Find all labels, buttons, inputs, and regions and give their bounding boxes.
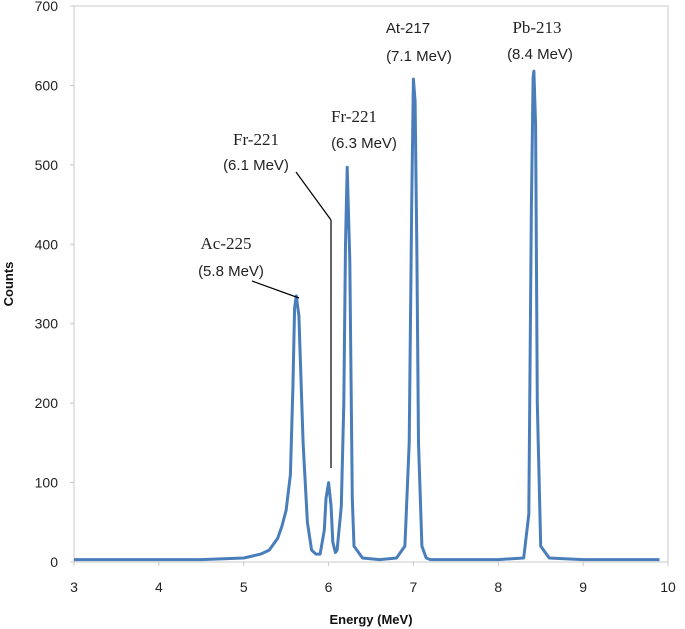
spectrum-series-line [74, 69, 660, 562]
ac225-energy-label: (5.8 MeV) [198, 263, 264, 280]
at217-energy-label: (7.1 MeV) [386, 48, 452, 65]
x-tick-label: 9 [579, 579, 587, 595]
fr221-6-3-energy-label: (6.3 MeV) [331, 135, 397, 152]
y-tick-label: 400 [35, 236, 59, 252]
x-axis-title: Energy (MeV) [329, 612, 412, 627]
ac225-isotope-label: Ac-225 [201, 234, 252, 253]
x-tick-label: 8 [494, 579, 502, 595]
y-tick-label: 0 [50, 554, 58, 570]
plot-area [73, 5, 669, 563]
fr221-6-1-leader-line [295, 171, 332, 221]
ac225-leader-line [251, 280, 300, 299]
at217-isotope-label: At-217 [386, 20, 430, 37]
y-tick-label: 700 [35, 0, 59, 14]
y-tick-label: 200 [35, 395, 59, 411]
x-axis-ticks: 3 4 5 6 7 8 9 10 [70, 562, 676, 595]
fr221-6-3-isotope-label: Fr-221 [331, 107, 377, 126]
x-tick-label: 4 [155, 579, 163, 595]
pb213-isotope-label: Pb-213 [512, 18, 561, 37]
x-tick-label: 7 [410, 579, 418, 595]
x-tick-label: 6 [325, 579, 333, 595]
y-tick-label: 600 [35, 77, 59, 93]
x-tick-label: 5 [240, 579, 248, 595]
pb213-energy-label: (8.4 MeV) [507, 46, 573, 63]
y-axis-title: Counts [1, 262, 16, 307]
fr221-6-1-energy-label: (6.1 MeV) [223, 157, 289, 174]
x-tick-label: 10 [660, 579, 676, 595]
y-axis-ticks: 0 100 200 300 400 500 600 700 [35, 0, 74, 570]
y-tick-label: 500 [35, 157, 59, 173]
y-tick-label: 100 [35, 475, 59, 491]
x-tick-label: 3 [70, 579, 78, 595]
fr221-6-1-isotope-label: Fr-221 [233, 130, 279, 149]
y-tick-label: 300 [35, 316, 59, 332]
